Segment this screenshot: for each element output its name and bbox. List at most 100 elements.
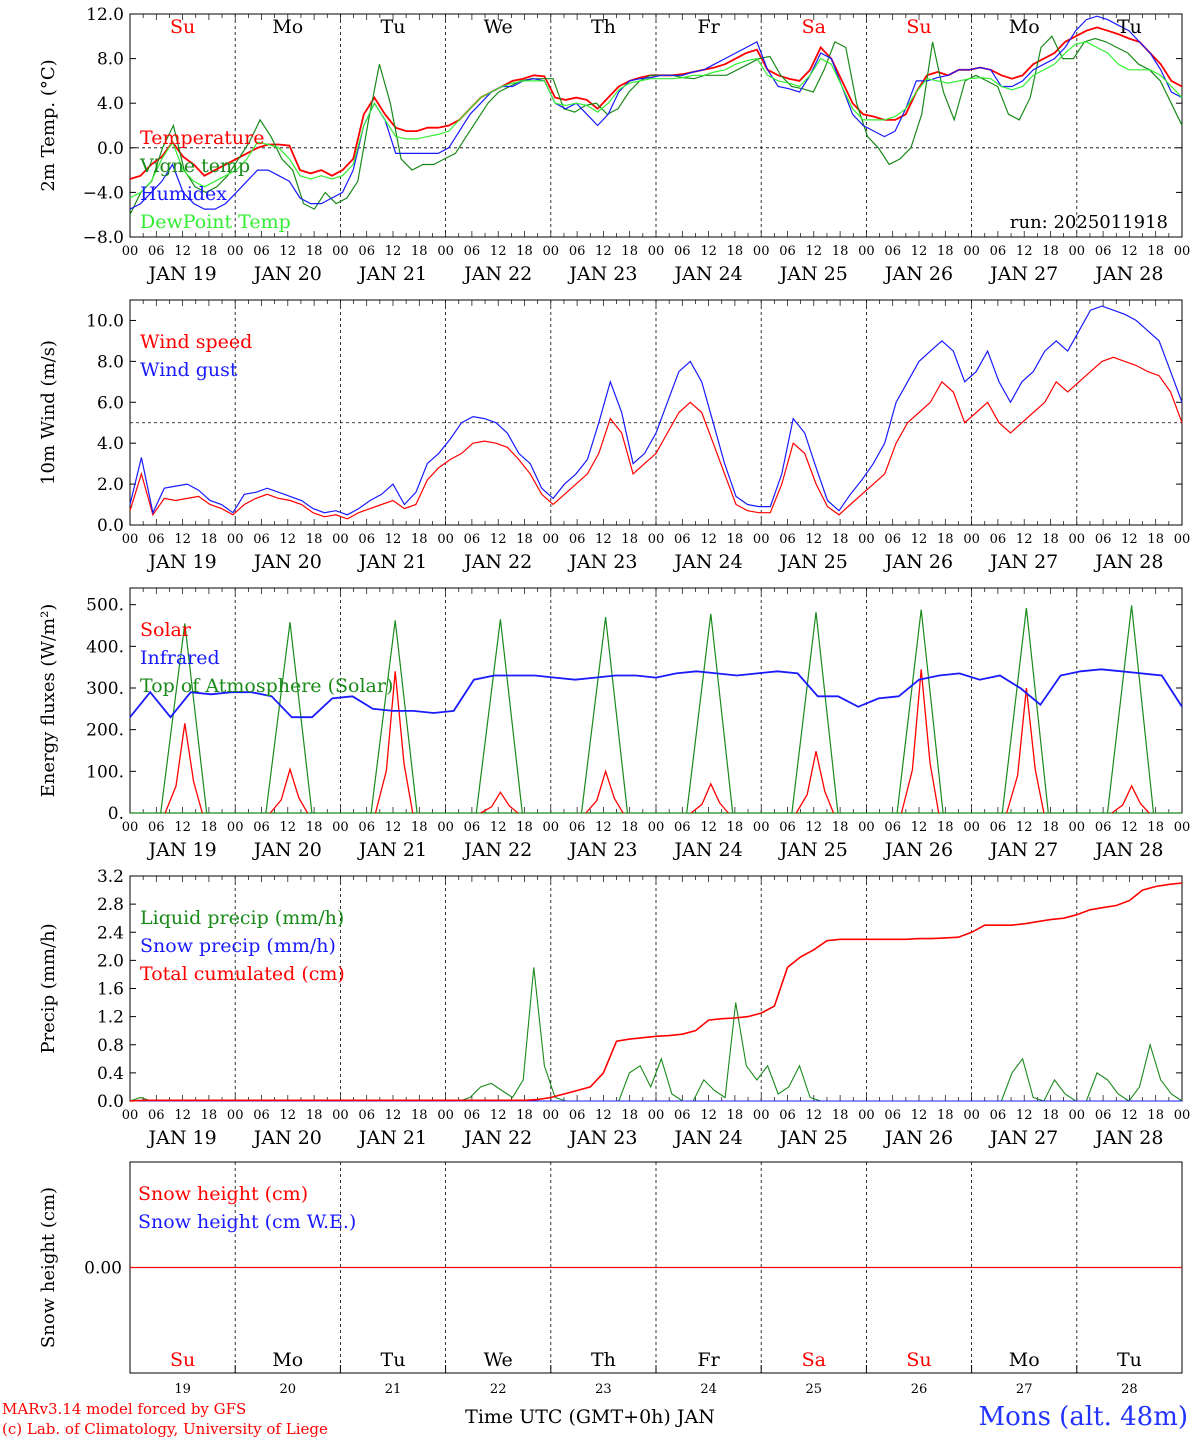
y-tick-label: 0.0	[97, 139, 124, 159]
hour-tick-label: 00	[963, 244, 980, 259]
hour-tick-label: 06	[148, 1108, 165, 1123]
hour-tick-label: 12	[1121, 532, 1138, 547]
hour-tick-label: 18	[306, 1108, 323, 1123]
hour-tick-label: 12	[385, 244, 402, 259]
y-tick-label: 200.	[86, 721, 124, 741]
day-name: Tu	[381, 1349, 406, 1371]
hour-tick-label: 12	[1016, 244, 1033, 259]
hour-tick-label: 00	[858, 244, 875, 259]
hour-tick-label: 06	[569, 820, 586, 835]
hour-tick-label: 18	[201, 244, 218, 259]
legend-entry: Humidex	[140, 183, 227, 205]
day-name: Tu	[1117, 16, 1142, 38]
hour-tick-label: 00	[122, 820, 139, 835]
hour-tick-label: 06	[464, 1108, 481, 1123]
day-name: Th	[591, 1349, 616, 1371]
hour-tick-label: 12	[806, 244, 823, 259]
hour-tick-label: 06	[884, 532, 901, 547]
date-label: JAN 26	[883, 263, 953, 285]
hour-tick-label: 00	[543, 820, 560, 835]
series-vigne-temp	[129, 35, 1183, 215]
hour-tick-label: 06	[884, 820, 901, 835]
hour-tick-label: 06	[358, 820, 375, 835]
hour-tick-label: 06	[674, 532, 691, 547]
hour-tick-label: 00	[648, 244, 665, 259]
day-number-label: 28	[1121, 1382, 1138, 1397]
hour-tick-label: 00	[753, 1108, 770, 1123]
hour-tick-label: 18	[1147, 532, 1164, 547]
hour-tick-label: 00	[753, 820, 770, 835]
hour-tick-label: 00	[1174, 532, 1191, 547]
plot-frame	[129, 13, 1183, 238]
date-label: JAN 25	[778, 263, 848, 285]
date-label: JAN 27	[988, 1127, 1058, 1149]
hour-tick-label: 18	[201, 532, 218, 547]
day-name: Tu	[381, 16, 406, 38]
date-label: JAN 20	[252, 1127, 322, 1149]
hour-tick-label: 06	[569, 1108, 586, 1123]
hour-tick-label: 12	[490, 820, 507, 835]
y-tick-label: 0.0	[97, 516, 124, 536]
hour-tick-label: 00	[963, 1108, 980, 1123]
x-axis-label: Time UTC (GMT+0h) JAN	[465, 1406, 715, 1428]
hour-tick-label: 06	[1095, 1108, 1112, 1123]
date-label: JAN 22	[462, 1127, 532, 1149]
y-tick-label: 300.	[86, 679, 124, 699]
hour-tick-label: 18	[832, 820, 849, 835]
hour-tick-label: 06	[253, 244, 270, 259]
hour-tick-label: 18	[937, 532, 954, 547]
date-label: JAN 25	[778, 1127, 848, 1149]
hour-tick-label: 00	[332, 1108, 349, 1123]
day-name: Su	[906, 16, 931, 38]
y-tick-label: 1.6	[97, 980, 124, 1000]
hour-tick-label: 18	[832, 1108, 849, 1123]
date-label: JAN 22	[462, 551, 532, 573]
day-number-label: 19	[174, 1382, 191, 1397]
hour-tick-label: 06	[674, 244, 691, 259]
hour-tick-label: 12	[806, 532, 823, 547]
hour-tick-label: 06	[1095, 244, 1112, 259]
series-infrared	[129, 668, 1183, 719]
y-tick-label: 400.	[86, 637, 124, 657]
hour-tick-label: 06	[779, 532, 796, 547]
hour-tick-label: 00	[753, 244, 770, 259]
hour-tick-label: 18	[411, 532, 428, 547]
panel-4: 00 06 12 18 JAN 19 00 06 12 18 JAN 20 00 06 12 18 JAN …	[38, 867, 1190, 1149]
hour-tick-label: 06	[569, 532, 586, 547]
hour-tick-label: 06	[148, 244, 165, 259]
hour-tick-label: 12	[700, 820, 717, 835]
hour-tick-label: 00	[543, 1108, 560, 1123]
hour-tick-label: 06	[990, 1108, 1007, 1123]
day-name: Fr	[697, 16, 720, 38]
hour-tick-label: 18	[306, 532, 323, 547]
hour-tick-label: 00	[437, 532, 454, 547]
y-tick-label: 0.00	[84, 1259, 122, 1279]
y-tick-label: 3.2	[97, 867, 124, 887]
hour-tick-label: 18	[1042, 820, 1059, 835]
date-label: JAN 25	[778, 551, 848, 573]
date-label: JAN 24	[673, 839, 743, 861]
hour-tick-label: 06	[1095, 820, 1112, 835]
hour-tick-label: 12	[1016, 820, 1033, 835]
hour-tick-label: 18	[411, 820, 428, 835]
y-tick-label: 6.0	[97, 393, 124, 413]
hour-tick-label: 00	[1069, 532, 1086, 547]
date-label: JAN 26	[883, 1127, 953, 1149]
hour-tick-label: 18	[516, 1108, 533, 1123]
hour-tick-label: 00	[543, 244, 560, 259]
hour-tick-label: 18	[1042, 244, 1059, 259]
hour-tick-label: 12	[174, 244, 191, 259]
y-axis-label: 10m Wind (m/s)	[38, 340, 59, 485]
hour-tick-label: 00	[858, 532, 875, 547]
hour-tick-label: 18	[727, 820, 744, 835]
day-name: Th	[591, 16, 616, 38]
hour-tick-label: 06	[148, 532, 165, 547]
day-number-label: 21	[385, 1382, 402, 1397]
y-axis-label: Energy fluxes (W/m²)	[38, 604, 59, 798]
date-label: JAN 28	[1093, 839, 1163, 861]
date-label: JAN 19	[147, 839, 217, 861]
legend-entry: Snow height (cm)	[138, 1183, 308, 1205]
hour-tick-label: 06	[1095, 532, 1112, 547]
day-name: Mo	[1009, 16, 1040, 38]
